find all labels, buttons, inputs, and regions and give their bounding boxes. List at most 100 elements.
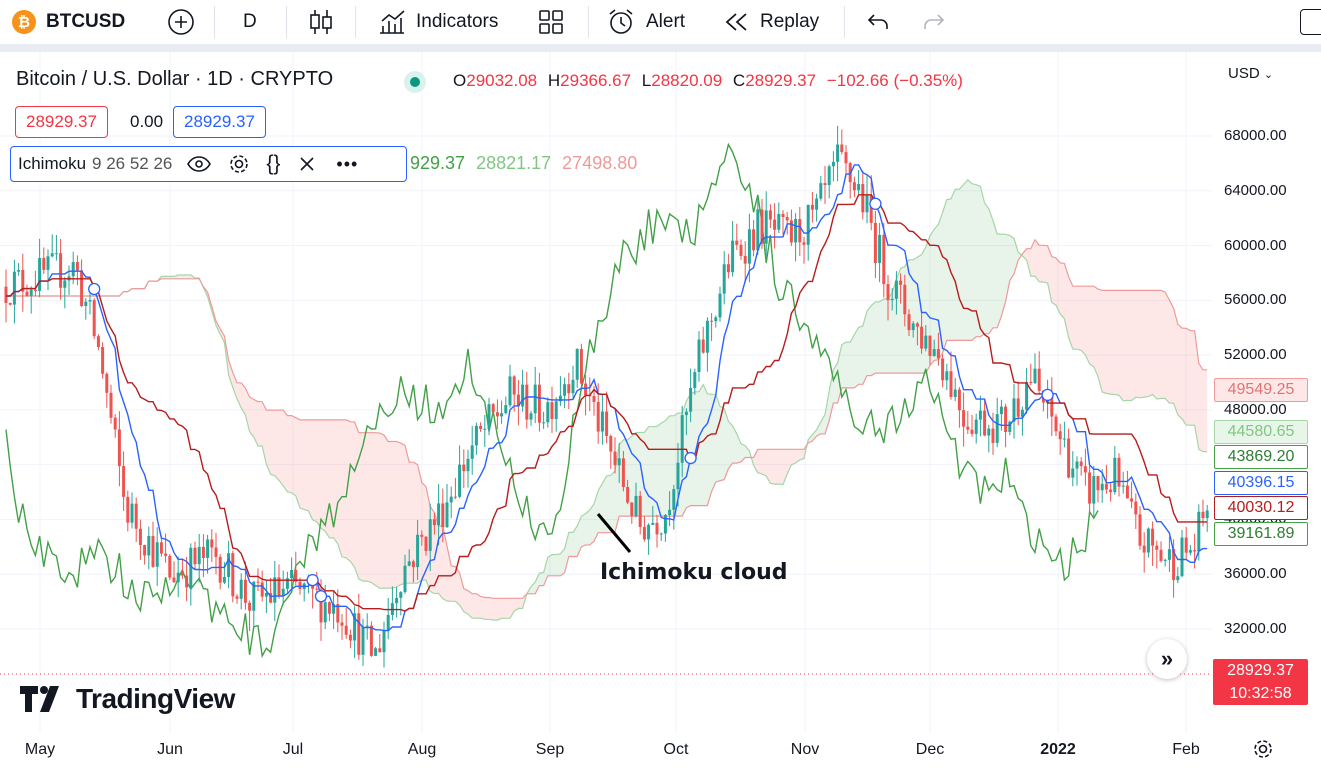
price-tag-conversion: 40396.15 (1214, 471, 1308, 495)
symbol-title: Bitcoin / U.S. Dollar · 1D · CRYPTO (16, 68, 333, 91)
time-tick: Dec (915, 741, 945, 758)
time-tick: May (24, 741, 56, 758)
more-icon[interactable]: ••• (336, 153, 359, 174)
price-tag-spana: 44580.65 (1214, 420, 1308, 444)
symbol-search[interactable]: ₿ BTCUSD (12, 0, 125, 44)
time-tick: Feb (1172, 741, 1200, 758)
ohlc-legend: O29032.08 H29366.67 L28820.09 C28929.37 … (453, 71, 963, 91)
price-tick: 60000.00 (1224, 236, 1287, 254)
indicator-values: 929.37 28821.17 27498.80 (410, 153, 637, 174)
grid-icon (539, 10, 563, 34)
open-value: 29032.08 (466, 71, 538, 90)
price-chart[interactable] (0, 52, 1321, 769)
alarm-clock-icon (609, 9, 633, 34)
tradingview-logo-text: TradingView (76, 683, 235, 714)
sell-price-button[interactable]: 28929.37 (15, 106, 108, 138)
add-symbol-icon (168, 9, 194, 35)
time-tick: Oct (663, 741, 689, 758)
symbol-label: BTCUSD (46, 11, 126, 32)
last-price-tag: 28929.37 10:32:58 (1213, 659, 1308, 705)
bar-countdown: 10:32:58 (1229, 685, 1292, 702)
ichimoku-cloud (119, 179, 1208, 621)
market-status-icon[interactable] (404, 71, 426, 93)
sell-price: 28929.37 (26, 112, 97, 131)
time-tick: Sep (535, 741, 565, 758)
annotation-pointer (596, 513, 632, 553)
price-tick: 64000.00 (1224, 181, 1287, 199)
eye-icon[interactable] (186, 155, 212, 173)
change-value: −102.66 (−0.35%) (826, 71, 963, 90)
settings-icon[interactable] (1252, 738, 1274, 760)
currency-label: USD (1228, 65, 1260, 82)
candles (4, 125, 1209, 668)
tradingview-logo[interactable]: TradingView (20, 683, 235, 715)
price-tag-lagging2: 39161.89 (1214, 522, 1308, 546)
scroll-to-realtime-button[interactable]: » (1147, 639, 1187, 679)
annotation-label[interactable]: Ichimoku cloud (600, 560, 788, 585)
double-chevron-right-icon: » (1160, 646, 1174, 671)
price-tick: 32000.00 (1224, 620, 1287, 637)
bitcoin-icon: ₿ (12, 10, 36, 34)
indicator-value-3: 27498.80 (562, 153, 638, 173)
redo-button[interactable] (922, 0, 946, 44)
currency-selector[interactable]: USD ⌄ (1228, 65, 1273, 82)
buy-price: 28929.37 (184, 112, 255, 131)
indicator-params: 9 26 52 26 (92, 154, 173, 173)
price-tick: 48000.00 (1224, 400, 1287, 418)
rewind-icon (725, 13, 747, 31)
high-value: 29366.67 (560, 71, 632, 90)
replay-label: Replay (760, 11, 820, 32)
time-tick: Jun (157, 741, 183, 758)
undo-button[interactable] (866, 0, 890, 44)
base-line (6, 194, 1208, 612)
compare-button[interactable] (166, 0, 196, 44)
price-tick: 36000.00 (1224, 565, 1287, 583)
leading-span-b-line (6, 238, 1208, 599)
templates-button[interactable] (538, 0, 564, 44)
close-value: 28929.37 (745, 71, 817, 90)
layout-button[interactable] (1300, 0, 1321, 44)
indicator-value-2: 28821.17 (476, 153, 552, 173)
open-label: O (453, 71, 467, 90)
toolbar-divider (0, 44, 1321, 52)
symbol-title-text: Bitcoin / U.S. Dollar · 1D · CRYPTO (16, 68, 334, 90)
last-price-value: 28929.37 (1227, 662, 1294, 679)
chart-type-button[interactable] (308, 0, 334, 44)
close-icon[interactable] (298, 155, 316, 173)
price-tick: 68000.00 (1224, 127, 1287, 144)
tradingview-logo-icon (20, 686, 59, 712)
spread-value: 0.00 (130, 112, 164, 131)
close-label: C (732, 71, 746, 90)
cross-markers (88, 197, 1054, 603)
layout-icon (1300, 9, 1321, 35)
alert-label: Alert (646, 11, 686, 32)
interval-label: D (243, 11, 257, 32)
price-tag-spanb: 49549.25 (1214, 378, 1308, 402)
price-tag-lagging: 43869.20 (1214, 445, 1308, 469)
replay-button[interactable]: Replay (724, 0, 819, 44)
price-tick: 52000.00 (1224, 346, 1287, 364)
chart-pane[interactable]: Bitcoin / U.S. Dollar · 1D · CRYPTO O290… (0, 52, 1321, 769)
indicators-icon (380, 10, 405, 34)
indicator-value-1: 929.37 (410, 153, 466, 173)
interval-button[interactable]: D (243, 0, 257, 44)
alert-button[interactable]: Alert (606, 0, 685, 44)
price-tag-base: 40030.12 (1214, 496, 1308, 520)
candles-icon (310, 10, 332, 34)
low-label: L (641, 71, 652, 90)
indicator-name: Ichimoku (18, 154, 87, 173)
low-value: 28820.09 (651, 71, 723, 90)
buy-price-button[interactable]: 28929.37 (173, 106, 266, 138)
indicators-button[interactable]: Indicators (378, 0, 498, 44)
source-code-icon[interactable]: {} (266, 152, 281, 175)
indicators-label: Indicators (416, 11, 499, 32)
time-tick: Aug (407, 741, 437, 758)
time-tick: Nov (790, 741, 820, 758)
time-tick: Jul (282, 741, 304, 758)
time-tick: 2022 (1040, 741, 1076, 758)
gear-icon[interactable] (228, 153, 250, 175)
indicator-legend[interactable]: Ichimoku 9 26 52 26 {} ••• (10, 146, 407, 182)
redo-icon (924, 14, 945, 29)
price-tick: 56000.00 (1224, 291, 1287, 309)
top-toolbar: ₿ BTCUSD D Indicators Alert Replay (0, 0, 1321, 44)
